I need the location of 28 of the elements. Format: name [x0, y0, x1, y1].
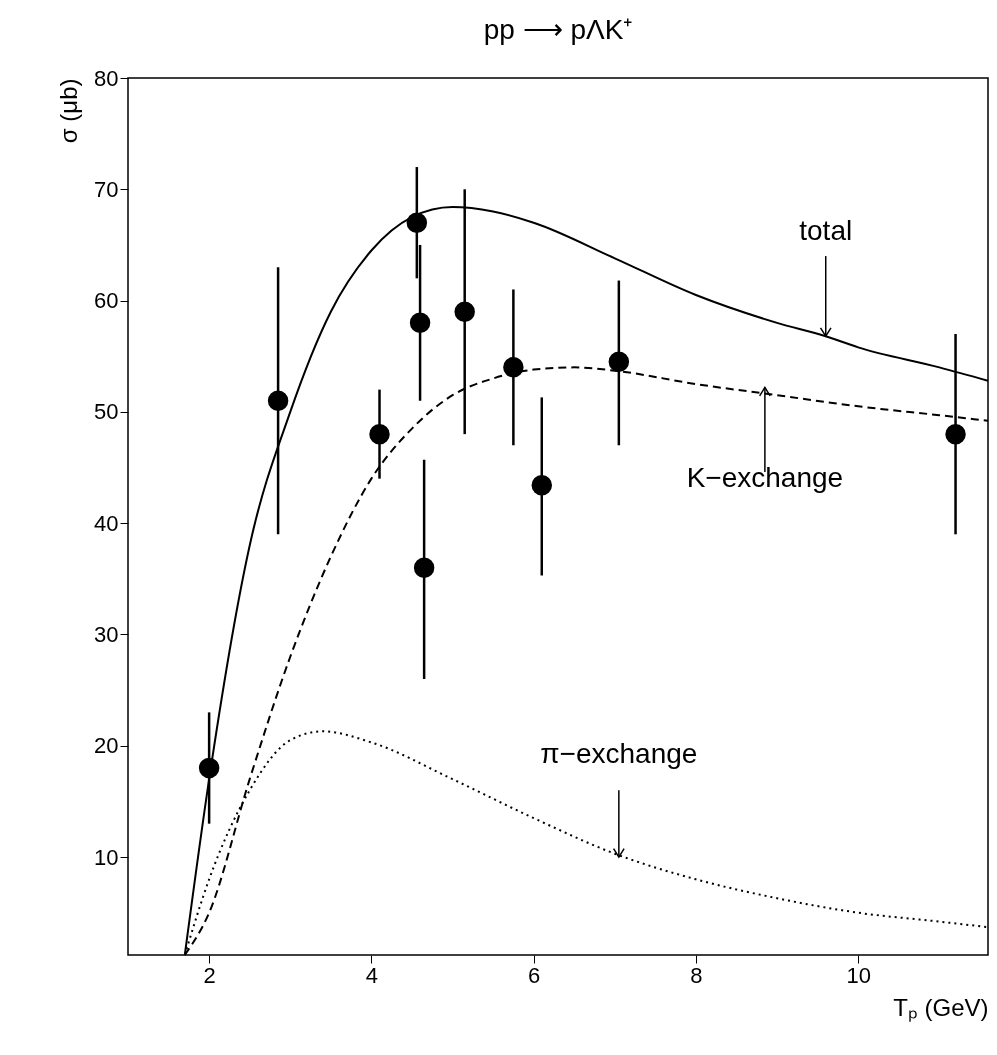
point: [945, 423, 966, 445]
x-tick-label: 2: [203, 962, 216, 988]
x-tick-label: 4: [365, 962, 379, 988]
y-tick-label: 50: [94, 399, 119, 425]
point: [454, 301, 475, 322]
point: [409, 312, 431, 334]
point: [413, 557, 435, 578]
point: [369, 423, 390, 445]
point: [503, 357, 524, 378]
point: [531, 475, 553, 496]
y-tick-label: 40: [94, 510, 119, 536]
y-tick-label: 80: [94, 65, 119, 91]
point: [267, 390, 289, 411]
point: [608, 351, 630, 373]
chart-title: pp ⟶ pΛK⁺: [483, 14, 633, 45]
y-tick-label: 60: [94, 288, 119, 314]
annotation: total: [799, 214, 853, 246]
y-tick-label: 20: [94, 733, 119, 759]
y-axis-title: σ (μb): [55, 78, 83, 144]
y-tick-label: 70: [94, 176, 119, 202]
y-tick-label: 30: [94, 621, 119, 647]
x-tick-label: 6: [528, 962, 541, 988]
annotation: K−exchange: [686, 461, 844, 493]
x-axis-title: Tₚ (GeV): [893, 993, 989, 1022]
annotation: π−exchange: [540, 737, 698, 769]
x-tick-label: 8: [690, 962, 703, 988]
y-tick-label: 10: [94, 844, 119, 870]
x-tick-label: 10: [846, 962, 871, 988]
